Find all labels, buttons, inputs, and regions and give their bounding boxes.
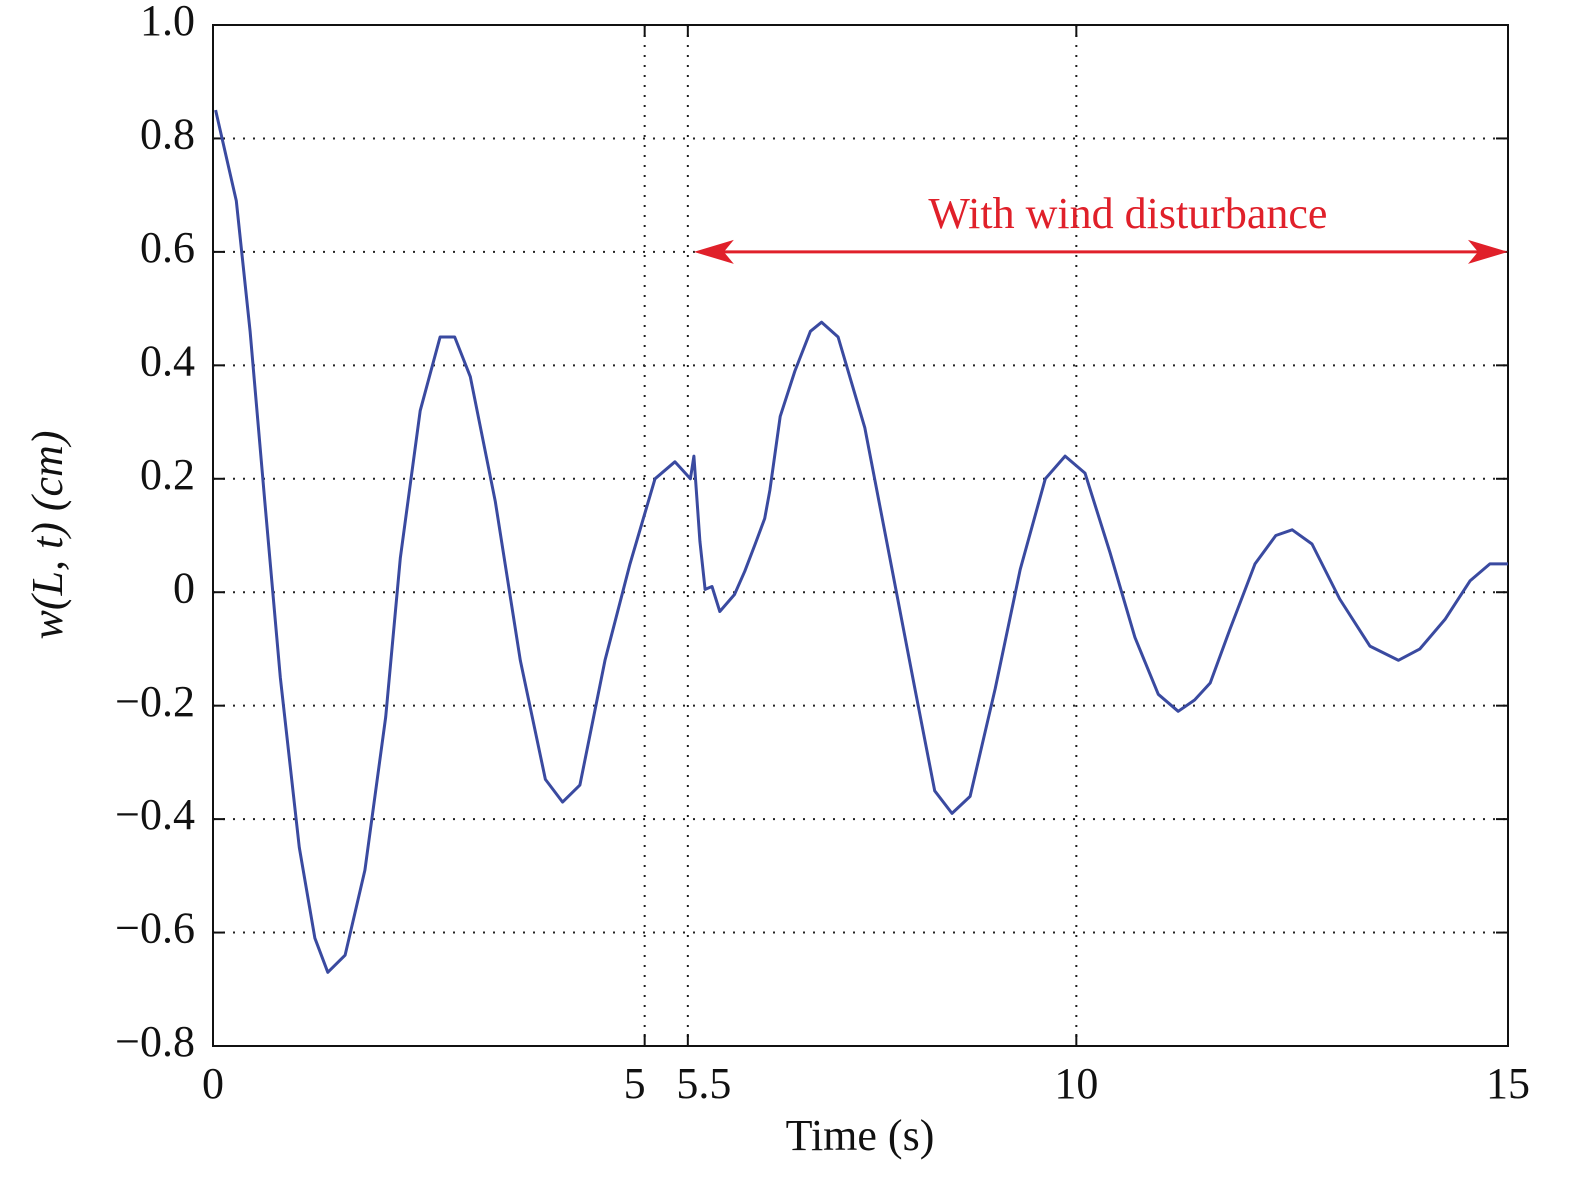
y-tick-label: 0.2 <box>140 450 195 499</box>
data-line <box>214 109 1508 974</box>
y-tick-label: 0.6 <box>140 223 195 272</box>
x-tick-label: 15 <box>1486 1059 1530 1108</box>
x-tick-label: 0 <box>202 1059 224 1108</box>
x-tick-label: 10 <box>1054 1059 1098 1108</box>
x-tick-label: 5 <box>624 1059 646 1108</box>
y-axis-label: w(L, t) (cm) <box>23 431 72 640</box>
x-axis-label: Time (s) <box>786 1111 935 1160</box>
y-tick-label: −0.8 <box>115 1017 195 1066</box>
y-tick-label: 0 <box>173 563 195 612</box>
arrow-head <box>1468 239 1508 264</box>
y-tick-label: 0.8 <box>140 110 195 159</box>
x-tick-label: 5.5 <box>676 1059 731 1108</box>
plot-frame <box>212 24 1509 1047</box>
y-tick-label: −0.4 <box>115 790 195 839</box>
y-tick-label: 1.0 <box>140 0 195 45</box>
y-tick-label: −0.2 <box>115 677 195 726</box>
y-tick-label: −0.6 <box>115 904 195 953</box>
annotation-text: With wind disturbance <box>928 189 1327 238</box>
arrow-head <box>693 239 734 264</box>
y-tick-label: 0.4 <box>140 336 195 385</box>
